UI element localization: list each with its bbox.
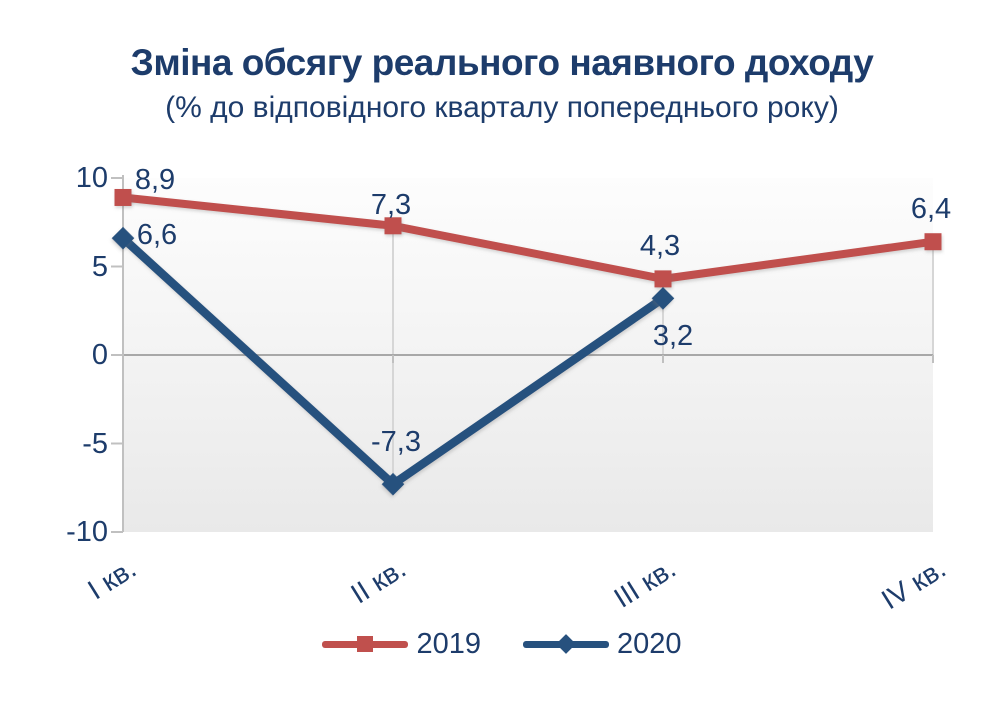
legend-item-2019: 2019 <box>322 628 481 661</box>
legend-label-2020: 2020 <box>617 627 682 660</box>
data-label-2019-2: 7,3 <box>370 188 412 221</box>
data-label-2020-3: 3,2 <box>652 320 694 353</box>
legend-square-marker-icon <box>357 636 374 652</box>
marker-square-2019 <box>654 270 672 288</box>
y-tick-label-5: 5 <box>91 250 108 283</box>
y-tick-label-10: 10 <box>75 162 108 194</box>
legend-label-2019: 2019 <box>416 627 481 660</box>
legend-diamond-marker-icon <box>556 634 576 654</box>
y-tick-label--10: -10 <box>66 516 108 548</box>
marker-square-2019 <box>114 188 132 206</box>
data-label-2019-3: 4,3 <box>639 229 681 262</box>
legend-item-2020: 2020 <box>523 628 682 661</box>
chart-subtitle: (% до відповідного кварталу попереднього… <box>165 91 839 124</box>
legend-sample-2020 <box>523 634 609 654</box>
marker-diamond-2020 <box>381 472 405 496</box>
data-label-2019-1: 8,9 <box>134 164 176 197</box>
y-tick-label-0: 0 <box>91 339 108 371</box>
marker-diamond-2020 <box>651 287 675 310</box>
legend-sample-2019 <box>322 634 409 654</box>
data-label-2020-2: -7,3 <box>371 426 421 459</box>
marker-square-2019 <box>384 217 402 235</box>
y-tick-label--5: -5 <box>82 427 108 460</box>
data-label-2020-1: 6,6 <box>136 219 178 252</box>
marker-square-2019 <box>924 233 942 251</box>
legend: 2019 2020 <box>0 626 1004 662</box>
chart-title: Зміна обсягу реального наявного доходу <box>130 42 874 83</box>
series-line-2019 <box>122 193 934 283</box>
data-label-2019-4: 6,4 <box>910 192 952 225</box>
